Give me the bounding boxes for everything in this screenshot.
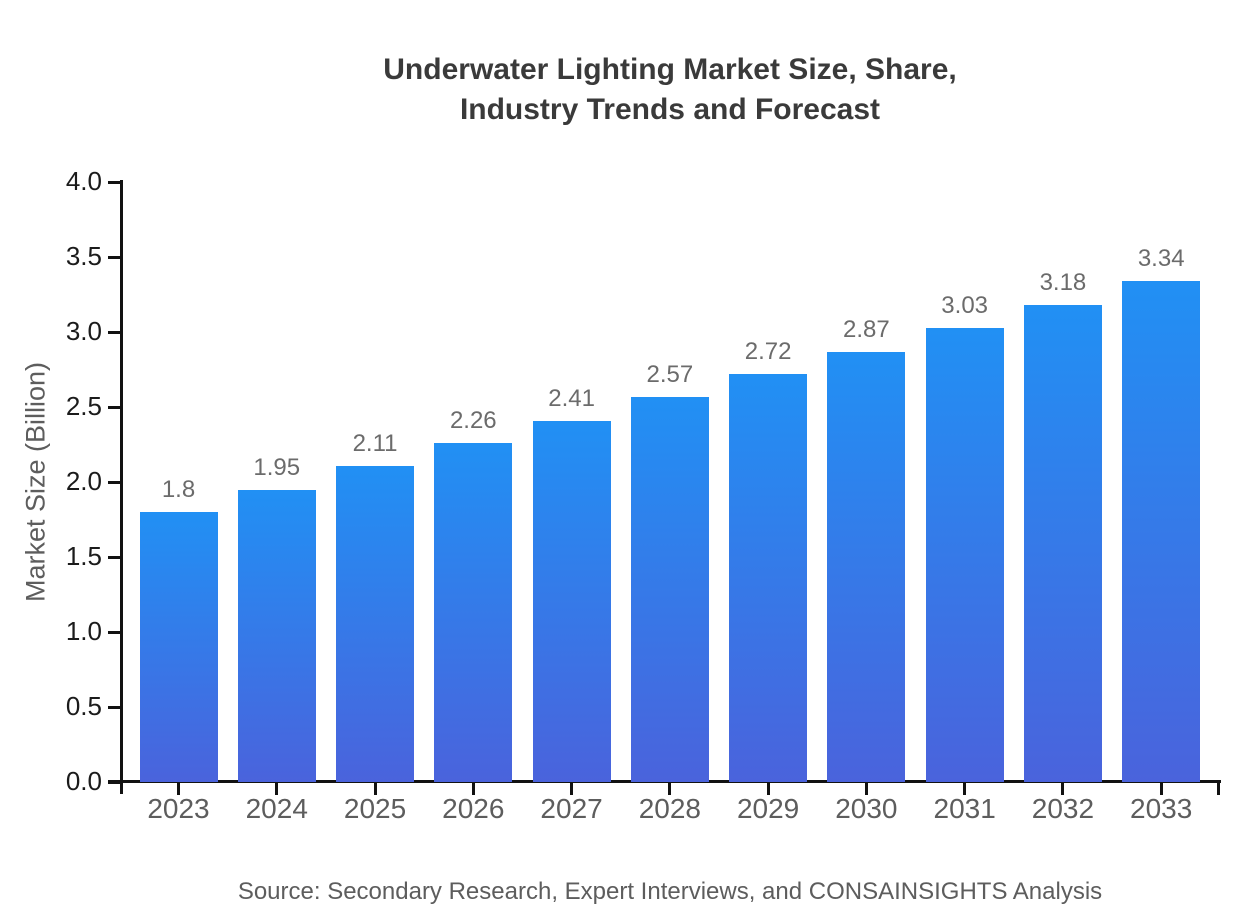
y-axis-tick-label: 3.5 — [65, 241, 102, 271]
y-axis-tick — [108, 180, 120, 184]
bar — [139, 512, 218, 782]
bar-value-label: 1.8 — [161, 476, 196, 503]
y-axis-tick-label: 4.0 — [65, 166, 102, 196]
x-axis-tick-label: 2026 — [442, 793, 505, 824]
bar-value-label: 2.72 — [744, 338, 792, 365]
x-axis-tick-label: 2027 — [540, 793, 603, 824]
y-axis-spine — [120, 180, 123, 794]
y-axis-tick — [108, 780, 120, 784]
x-axis-tick-label: 2029 — [736, 793, 800, 824]
x-axis-tick-label: 2024 — [245, 793, 308, 824]
x-axis-tick-label: 2030 — [835, 793, 898, 824]
chart-title-line-1: Underwater Lighting Market Size, Share, — [383, 53, 957, 86]
bar — [729, 374, 808, 782]
bar — [532, 420, 611, 782]
source-note: Source: Secondary Research, Expert Inter… — [237, 878, 1103, 905]
y-axis-tick-label: 0.5 — [65, 691, 102, 721]
bar-value-label: 3.34 — [1137, 245, 1185, 272]
bar — [1122, 281, 1201, 782]
bar — [630, 396, 709, 782]
x-axis-tick — [373, 783, 377, 795]
bar-value-label: 1.95 — [253, 453, 301, 481]
bar-value-label: 2.11 — [352, 429, 398, 457]
chart-title: Underwater Lighting Market Size, Share, … — [90, 50, 1250, 130]
x-axis-tick — [275, 783, 279, 795]
x-axis-tick-label: 2025 — [343, 793, 407, 824]
x-axis-tick — [1061, 783, 1065, 795]
y-axis-tick-label: 1.5 — [65, 541, 102, 571]
y-axis-tick-label: 1.0 — [65, 616, 102, 646]
bar — [434, 443, 513, 782]
y-axis-tick-label: 3.0 — [65, 316, 102, 346]
bar-value-label: 2.26 — [449, 407, 497, 434]
x-axis-tick — [570, 783, 574, 795]
bar — [336, 465, 415, 782]
y-axis-tick-label: 2.5 — [65, 391, 102, 421]
x-axis-tick-label: 2031 — [933, 793, 996, 824]
x-axis-tick — [471, 783, 475, 795]
y-axis-tick — [108, 555, 120, 559]
chart-title-line-2: Industry Trends and Forecast — [459, 93, 881, 126]
y-axis-tick — [108, 330, 120, 334]
x-axis-tick-label: 2032 — [1031, 793, 1095, 824]
bar-value-label: 3.03 — [941, 291, 989, 319]
bar — [1023, 305, 1102, 782]
y-axis-tick — [108, 480, 120, 484]
y-axis-tick-label: 2.0 — [65, 466, 102, 496]
bar-value-label: 3.18 — [1039, 269, 1087, 296]
x-axis-tick — [963, 783, 967, 795]
y-axis-tick-label: 0.0 — [65, 766, 102, 796]
y-axis-tick — [108, 630, 120, 634]
x-axis-end-tick — [1217, 783, 1220, 795]
x-axis-tick — [864, 783, 868, 795]
x-axis-tick-label: 2033 — [1130, 793, 1193, 824]
y-axis-tick — [108, 255, 120, 259]
y-axis-tick — [108, 705, 120, 709]
bar — [827, 351, 906, 782]
x-axis-tick — [668, 783, 672, 795]
bar-value-label: 2.41 — [548, 384, 595, 412]
x-axis-tick — [766, 783, 770, 795]
bar — [925, 327, 1004, 782]
bar-value-label: 2.57 — [646, 360, 694, 388]
x-axis-tick-label: 2028 — [638, 793, 701, 824]
y-axis-tick — [108, 405, 120, 409]
x-axis-tick-label: 2023 — [147, 793, 210, 824]
bar — [237, 489, 316, 782]
bar-value-label: 2.87 — [843, 315, 890, 343]
x-axis-tick — [1159, 783, 1163, 795]
x-axis-tick — [177, 783, 180, 795]
